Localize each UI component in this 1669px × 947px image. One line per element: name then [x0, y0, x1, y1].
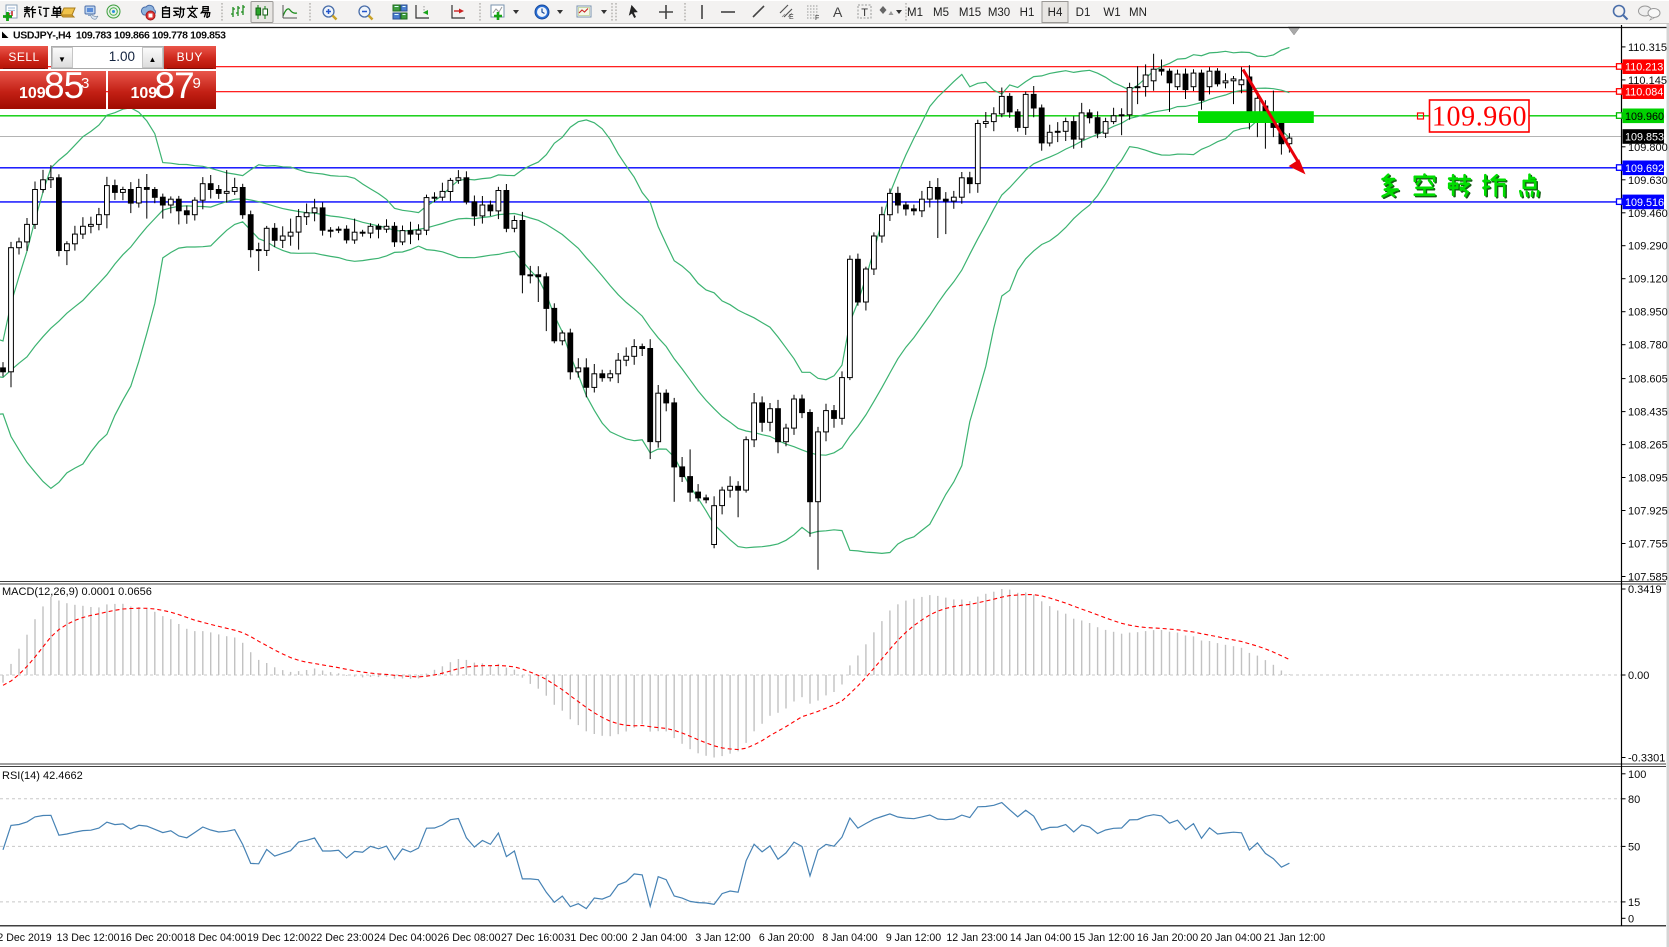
svg-text:19 Dec 12:00: 19 Dec 12:00	[247, 932, 310, 944]
svg-text:108.605: 108.605	[1628, 374, 1668, 386]
svg-text:F: F	[815, 15, 819, 22]
svg-text:108.950: 108.950	[1628, 307, 1668, 319]
svg-text:100: 100	[1628, 769, 1646, 781]
svg-text:15: 15	[1628, 897, 1640, 909]
svg-text:M30: M30	[988, 7, 1010, 19]
svg-text:MACD(12,26,9) 0.0001 0.0656: MACD(12,26,9) 0.0001 0.0656	[2, 586, 152, 598]
svg-text:108.780: 108.780	[1628, 340, 1668, 352]
svg-text:110.145: 110.145	[1628, 75, 1667, 87]
svg-text:109.460: 109.460	[1628, 208, 1668, 220]
svg-text:M5: M5	[933, 7, 949, 19]
svg-text:109.120: 109.120	[1628, 274, 1668, 286]
svg-text:110.084: 110.084	[1625, 87, 1663, 99]
svg-text:2 Jan 04:00: 2 Jan 04:00	[632, 932, 687, 944]
svg-text:-0.3301: -0.3301	[1628, 753, 1665, 765]
svg-text:24 Dec 04:00: 24 Dec 04:00	[374, 932, 437, 944]
svg-text:107.925: 107.925	[1628, 506, 1668, 518]
svg-text:0.00: 0.00	[1628, 670, 1649, 682]
svg-text:109.853: 109.853	[1625, 132, 1664, 144]
svg-text:W1: W1	[1103, 7, 1120, 19]
svg-text:12 Jan 23:00: 12 Jan 23:00	[946, 932, 1007, 944]
svg-text:RSI(14) 42.4662: RSI(14) 42.4662	[2, 770, 83, 782]
svg-text:109.516: 109.516	[1625, 197, 1664, 209]
svg-text:H4: H4	[1048, 7, 1063, 19]
svg-text:109.630: 109.630	[1628, 175, 1668, 187]
svg-text:13 Dec 12:00: 13 Dec 12:00	[56, 932, 119, 944]
svg-text:16 Jan 20:00: 16 Jan 20:00	[1137, 932, 1198, 944]
svg-text:MN: MN	[1129, 7, 1147, 19]
svg-text:6 Jan 20:00: 6 Jan 20:00	[759, 932, 814, 944]
svg-text:2 Dec 2019: 2 Dec 2019	[0, 932, 52, 944]
svg-text:14 Jan 04:00: 14 Jan 04:00	[1010, 932, 1071, 944]
svg-text:108.095: 108.095	[1628, 473, 1668, 485]
svg-text:3 Jan 12:00: 3 Jan 12:00	[695, 932, 750, 944]
svg-text:0: 0	[1628, 913, 1634, 925]
svg-text:109.960: 109.960	[1625, 111, 1664, 123]
svg-text:21 Jan 12:00: 21 Jan 12:00	[1264, 932, 1325, 944]
svg-text:110.315: 110.315	[1628, 42, 1667, 54]
svg-text:M1: M1	[907, 7, 923, 19]
svg-text:D1: D1	[1076, 7, 1091, 19]
svg-text:18 Dec 04:00: 18 Dec 04:00	[183, 932, 246, 944]
svg-text:27 Dec 16:00: 27 Dec 16:00	[501, 932, 564, 944]
svg-text:107.585: 107.585	[1628, 572, 1668, 584]
svg-text:H1: H1	[1020, 7, 1035, 19]
svg-text:USDJPY-,H4 109.783 109.866 10: USDJPY-,H4 109.783 109.866 109.778 109.8…	[13, 30, 226, 42]
svg-text:107.755: 107.755	[1628, 539, 1668, 551]
svg-text:110.213: 110.213	[1625, 62, 1663, 74]
svg-text:0.3419: 0.3419	[1628, 584, 1662, 596]
svg-text:109.960: 109.960	[1432, 102, 1527, 133]
svg-text:50: 50	[1628, 841, 1640, 853]
svg-text:9 Jan 12:00: 9 Jan 12:00	[886, 932, 941, 944]
svg-text:109.800: 109.800	[1628, 142, 1668, 154]
svg-text:109.290: 109.290	[1628, 241, 1668, 253]
svg-text:A: A	[833, 4, 843, 20]
svg-text:20 Jan 04:00: 20 Jan 04:00	[1200, 932, 1261, 944]
svg-text:M15: M15	[959, 7, 981, 19]
svg-text:8 Jan 04:00: 8 Jan 04:00	[822, 932, 877, 944]
svg-text:108.435: 108.435	[1628, 407, 1668, 419]
svg-text:22 Dec 23:00: 22 Dec 23:00	[310, 932, 373, 944]
svg-text:108.265: 108.265	[1628, 440, 1668, 452]
svg-text:15 Jan 12:00: 15 Jan 12:00	[1073, 932, 1134, 944]
svg-text:26 Dec 08:00: 26 Dec 08:00	[437, 932, 500, 944]
svg-text:109.692: 109.692	[1625, 163, 1664, 175]
svg-text:31 Dec 00:00: 31 Dec 00:00	[564, 932, 627, 944]
svg-text:80: 80	[1628, 794, 1640, 806]
svg-text:16 Dec 20:00: 16 Dec 20:00	[120, 932, 183, 944]
svg-text:E: E	[789, 14, 794, 21]
svg-text:T: T	[861, 7, 868, 19]
